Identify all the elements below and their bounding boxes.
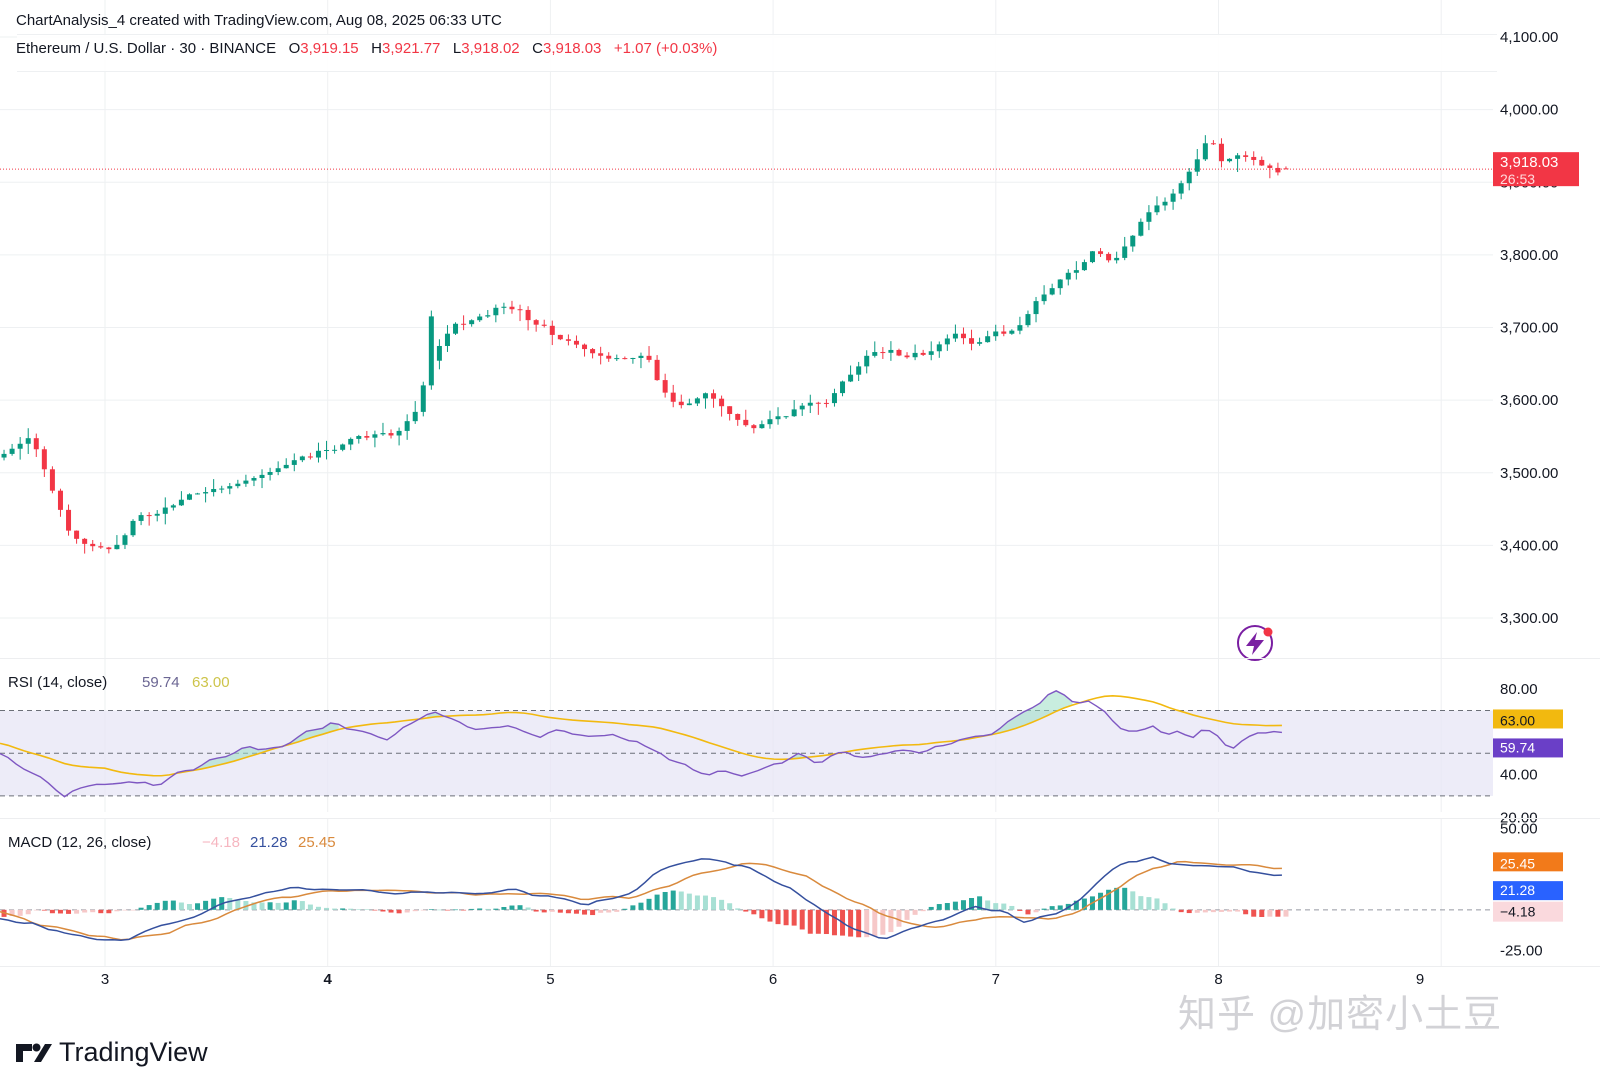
svg-text:4: 4 <box>324 971 333 988</box>
svg-text:40.00: 40.00 <box>1500 767 1538 784</box>
svg-text:RSI (14, close): RSI (14, close) <box>8 674 107 691</box>
svg-text:3,800.00: 3,800.00 <box>1500 247 1558 264</box>
svg-text:3: 3 <box>101 971 109 988</box>
svg-text:−4.18: −4.18 <box>202 834 240 851</box>
svg-text:4,100.00: 4,100.00 <box>1500 29 1558 46</box>
svg-text:25.45: 25.45 <box>1500 855 1535 871</box>
svg-text:3,400.00: 3,400.00 <box>1500 537 1558 554</box>
svg-text:3,300.00: 3,300.00 <box>1500 610 1558 627</box>
svg-text:3,600.00: 3,600.00 <box>1500 392 1558 409</box>
svg-text:3,918.03: 3,918.03 <box>1500 154 1558 171</box>
svg-text:MACD (12, 26, close): MACD (12, 26, close) <box>8 834 151 851</box>
svg-text:−4.18: −4.18 <box>1500 904 1536 920</box>
svg-text:6: 6 <box>769 971 777 988</box>
svg-text:26:53: 26:53 <box>1500 171 1535 187</box>
svg-text:59.74: 59.74 <box>142 674 180 691</box>
svg-text:21.28: 21.28 <box>250 834 288 851</box>
svg-text:4,000.00: 4,000.00 <box>1500 102 1558 119</box>
svg-text:63.00: 63.00 <box>1500 712 1535 728</box>
svg-text:7: 7 <box>992 971 1000 988</box>
svg-text:80.00: 80.00 <box>1500 681 1538 698</box>
svg-text:3,700.00: 3,700.00 <box>1500 320 1558 337</box>
svg-text:-25.00: -25.00 <box>1500 943 1543 960</box>
svg-text:3,500.00: 3,500.00 <box>1500 465 1558 482</box>
svg-text:50.00: 50.00 <box>1500 820 1538 837</box>
svg-text:25.45: 25.45 <box>298 834 336 851</box>
svg-text:59.74: 59.74 <box>1500 739 1535 755</box>
svg-text:5: 5 <box>546 971 554 988</box>
svg-text:63.00: 63.00 <box>192 674 230 691</box>
svg-text:21.28: 21.28 <box>1500 882 1535 898</box>
